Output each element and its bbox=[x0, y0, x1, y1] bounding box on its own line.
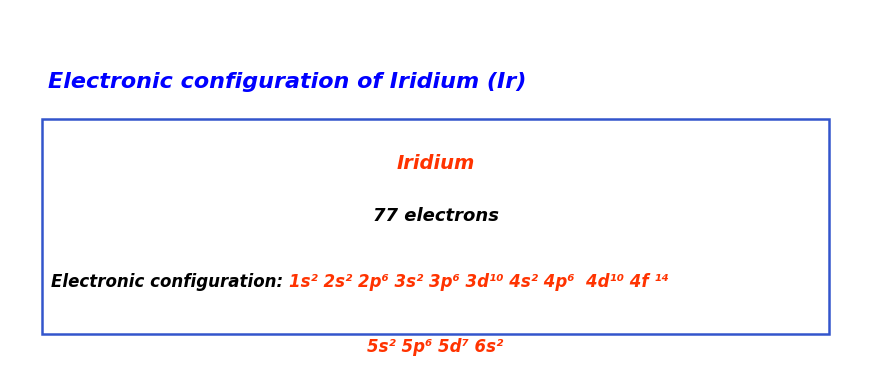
Text: Electronic configuration of Iridium (Ir): Electronic configuration of Iridium (Ir) bbox=[48, 72, 526, 92]
Text: 5s² 5p⁶ 5d⁷ 6s²: 5s² 5p⁶ 5d⁷ 6s² bbox=[367, 338, 503, 356]
Text: Electronic configuration:: Electronic configuration: bbox=[51, 273, 289, 291]
Text: Iridium: Iridium bbox=[396, 154, 474, 172]
Bar bbox=[42, 119, 828, 334]
Text: 77 electrons: 77 electrons bbox=[372, 207, 498, 225]
Text: 1s² 2s² 2p⁶ 3s² 3p⁶ 3d¹⁰ 4s² 4p⁶  4d¹⁰ 4f ¹⁴: 1s² 2s² 2p⁶ 3s² 3p⁶ 3d¹⁰ 4s² 4p⁶ 4d¹⁰ 4f… bbox=[289, 273, 668, 291]
